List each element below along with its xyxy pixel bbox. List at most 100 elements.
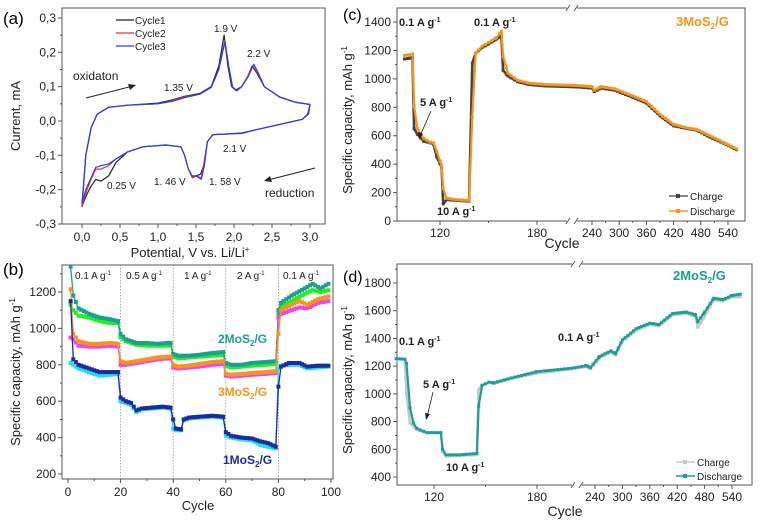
data-point [441,186,445,190]
data-point [566,83,570,87]
data-point [603,352,607,356]
data-point [302,306,307,311]
ann-sup: -1 [478,462,484,469]
data-point [415,132,419,136]
data-point [205,351,210,356]
data-point [616,346,620,350]
data-point [281,310,286,315]
y-tick-label: 1200 [29,285,56,299]
data-point [716,138,720,142]
series-line-right [585,293,742,369]
data-point [110,343,115,348]
series-line-left [404,34,586,206]
title-part: /G [715,14,729,29]
data-point [703,314,707,318]
data-point [76,339,81,344]
data-point [435,149,439,153]
data-point [94,344,99,349]
data-point [263,360,268,365]
ann-sup: -1 [469,206,475,213]
data-point [556,368,560,372]
data-point [502,378,506,382]
data-point [171,351,176,356]
data-point [265,369,270,374]
data-point [292,360,297,365]
data-point [108,372,113,377]
data-point [179,427,184,432]
data-point [310,303,315,308]
data-point [160,355,165,360]
data-point [684,310,688,314]
data-point [142,340,147,345]
data-point [297,294,302,299]
legend-marker-discharge [676,209,680,213]
data-point [158,355,163,360]
legend-label-cycle2: Cycle2 [135,29,166,40]
data-point [496,380,500,384]
data-point [501,68,505,72]
data-point [711,135,715,139]
data-point [173,355,178,360]
data-point [310,288,315,293]
x-tick-label: 360 [640,490,660,504]
data-point [76,313,81,318]
series-label-1mos2g: 1MoS2/G [223,453,272,469]
data-point [213,362,218,367]
data-point [186,415,191,420]
data-point [289,360,294,365]
data-point [284,301,289,306]
data-point [305,284,310,289]
annotation-reduction: reduction [265,186,314,200]
data-point [653,322,657,326]
data-point [255,441,260,446]
data-point [315,300,320,305]
data-point [735,293,739,297]
data-point [703,310,707,314]
data-point [84,344,89,349]
data-point [315,284,320,289]
series-3mos2/g-charge [68,287,331,377]
data-point [305,306,310,311]
y-tick-label: 200 [36,467,56,481]
data-point [693,313,697,317]
data-point [394,357,398,361]
data-point [519,79,523,83]
data-point [197,364,202,369]
data-point [126,360,131,365]
data-point [234,365,239,370]
data-point [499,379,503,383]
data-point [213,413,218,418]
data-point [323,283,328,288]
data-point [629,331,633,335]
data-point [425,140,429,144]
panel-a-series [81,34,311,208]
data-point [323,288,328,293]
data-point [160,404,165,409]
panel-d-frame [396,263,753,486]
data-point [186,353,191,358]
data-point [152,405,157,410]
data-point [506,377,510,381]
data-point [176,353,181,358]
data-point [636,96,640,100]
data-point [516,78,520,82]
panel-a-letter: (a) [3,9,24,28]
y-tick-label: 0,3 [39,11,56,25]
data-point [208,351,213,356]
series-label-2mos2g: 2MoS2/G [218,332,267,348]
data-point [470,115,474,119]
data-point [495,36,499,40]
panel-b-series [68,265,331,451]
data-point [257,442,262,447]
data-point [408,406,412,410]
data-point [556,83,560,87]
panel-d-legend: Charge Discharge [676,458,742,483]
label-sub: 2 [250,392,255,401]
data-point [677,124,681,128]
data-point [202,354,207,359]
data-point [197,361,202,366]
data-point [429,431,433,435]
data-point [650,105,654,109]
data-point [168,354,173,359]
data-point [208,353,213,358]
